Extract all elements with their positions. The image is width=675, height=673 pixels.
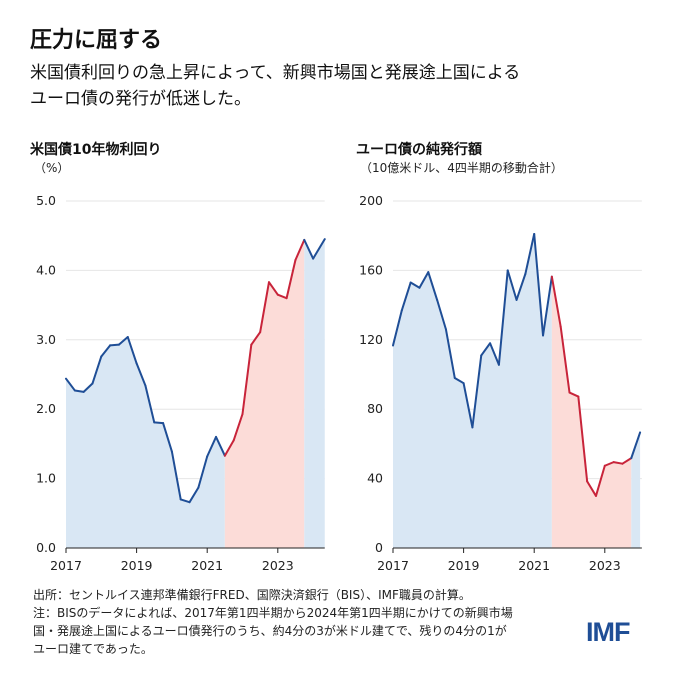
chart-0: 0.0 1.0 2.0 3.0 4.0 5.0 2017 2019 2021 2023 <box>36 193 326 573</box>
y-tick-label: 5.0 <box>36 193 56 208</box>
series-segment <box>621 457 633 465</box>
series-segment <box>162 422 173 453</box>
y-tick-label: 40 <box>367 471 383 486</box>
series-segment <box>497 269 509 366</box>
series-segment <box>586 480 597 497</box>
y-tick-label: 4.0 <box>36 262 56 277</box>
series-segment <box>259 281 270 334</box>
series-segment <box>533 232 545 337</box>
series-segment <box>153 421 165 425</box>
series-segment <box>82 382 94 393</box>
footnote: 注：BISのデータによれば、2017年第1四半期から2024年第1四半期にかけて… <box>33 606 513 620</box>
imf-logo: IMF <box>586 617 630 647</box>
series-segment <box>400 281 412 312</box>
y-tick-label: 80 <box>367 401 383 416</box>
series-segment <box>489 342 500 366</box>
series-segment <box>117 336 129 346</box>
x-tick-label: 2017 <box>50 558 82 573</box>
series-segment <box>91 355 103 385</box>
x-tick-label: 2017 <box>377 558 409 573</box>
series-segment <box>170 450 182 501</box>
figure-subtitle: 米国債利回りの急上昇によって、新興市場国と発展途上国による <box>30 63 521 83</box>
x-tick-label: 2019 <box>121 558 153 573</box>
series-segment <box>179 498 191 504</box>
source-note: 出所：セントルイス連邦準備銀行FRED、国際決済銀行（BIS）、IMF職員の計算… <box>33 588 471 602</box>
chart-unit-right: （10億米ドル、4四半期の移動合計） <box>360 161 563 175</box>
series-segment <box>550 275 562 328</box>
x-tick-label: 2021 <box>518 558 550 573</box>
series-segment <box>392 309 403 347</box>
series-segment <box>135 362 147 387</box>
series-segment <box>267 281 279 296</box>
footnote: ユーロ建てであった。 <box>33 642 153 656</box>
series-segment <box>312 238 326 260</box>
series-segment <box>444 328 456 379</box>
series-segment <box>480 342 492 357</box>
series-segment <box>65 377 76 392</box>
series-segment <box>436 298 447 331</box>
series-segment <box>73 389 85 393</box>
chart-title-left: 米国債10年物利回り <box>30 142 162 158</box>
series-segment <box>285 258 297 300</box>
series-segment <box>524 232 536 275</box>
x-tick-label: 2023 <box>589 558 621 573</box>
series-segment <box>109 343 120 347</box>
y-tick-label: 0.0 <box>36 540 56 555</box>
y-tick-label: 3.0 <box>36 332 56 347</box>
series-segment <box>223 439 235 457</box>
series-segment <box>577 395 589 483</box>
figure-subtitle: ユーロ債の発行が低迷した。 <box>30 89 251 109</box>
series-segment <box>409 281 421 289</box>
series-segment <box>462 382 474 429</box>
series-segment <box>126 336 138 365</box>
y-tick-label: 1.0 <box>36 471 56 486</box>
area-before <box>66 337 225 548</box>
y-tick-label: 120 <box>359 332 383 347</box>
chart-title-right: ユーロ債の純発行額 <box>356 142 482 158</box>
series-segment <box>241 343 253 416</box>
figure-title: 圧力に屈する <box>30 28 163 53</box>
series-segment <box>144 384 156 424</box>
x-tick-label: 2021 <box>191 558 223 573</box>
series-segment <box>427 271 439 301</box>
series-segment <box>294 238 306 261</box>
y-tick-label: 2.0 <box>36 401 56 416</box>
series-segment <box>232 413 244 442</box>
series-segment <box>568 391 580 398</box>
series-segment <box>542 275 553 337</box>
y-tick-label: 200 <box>359 193 383 208</box>
series-segment <box>471 354 483 429</box>
series-segment <box>594 464 606 497</box>
y-tick-label: 160 <box>359 262 383 277</box>
series-segment <box>630 431 642 460</box>
series-segment <box>303 238 315 260</box>
series-segment <box>206 435 218 458</box>
series-segment <box>215 435 226 457</box>
area-highlight <box>551 276 632 548</box>
y-tick-label: 0 <box>375 540 383 555</box>
area-highlight <box>224 239 305 548</box>
area-before <box>393 233 552 548</box>
series-segment <box>612 461 624 465</box>
series-segment <box>250 331 262 346</box>
footnote: 国・発展途上国によるユーロ債発行のうち、約4分の3が米ドル建てで、残りの4分の1… <box>33 624 507 638</box>
series-segment <box>276 293 288 300</box>
series-segment <box>453 376 465 385</box>
series-segment <box>603 461 615 467</box>
area-after <box>304 239 325 549</box>
x-tick-label: 2023 <box>262 558 294 573</box>
series-segment <box>197 455 209 489</box>
series-segment <box>515 272 527 301</box>
series-segment <box>100 344 112 358</box>
series-segment <box>506 269 518 301</box>
series-segment <box>418 271 430 289</box>
chart-1: 0 40 80 120 160 200 2017 2019 2021 2023 <box>359 193 642 573</box>
chart-unit-left: （%） <box>34 161 70 175</box>
series-segment <box>188 486 200 504</box>
x-tick-label: 2019 <box>448 558 480 573</box>
series-segment <box>559 325 571 394</box>
area-after <box>631 432 641 548</box>
